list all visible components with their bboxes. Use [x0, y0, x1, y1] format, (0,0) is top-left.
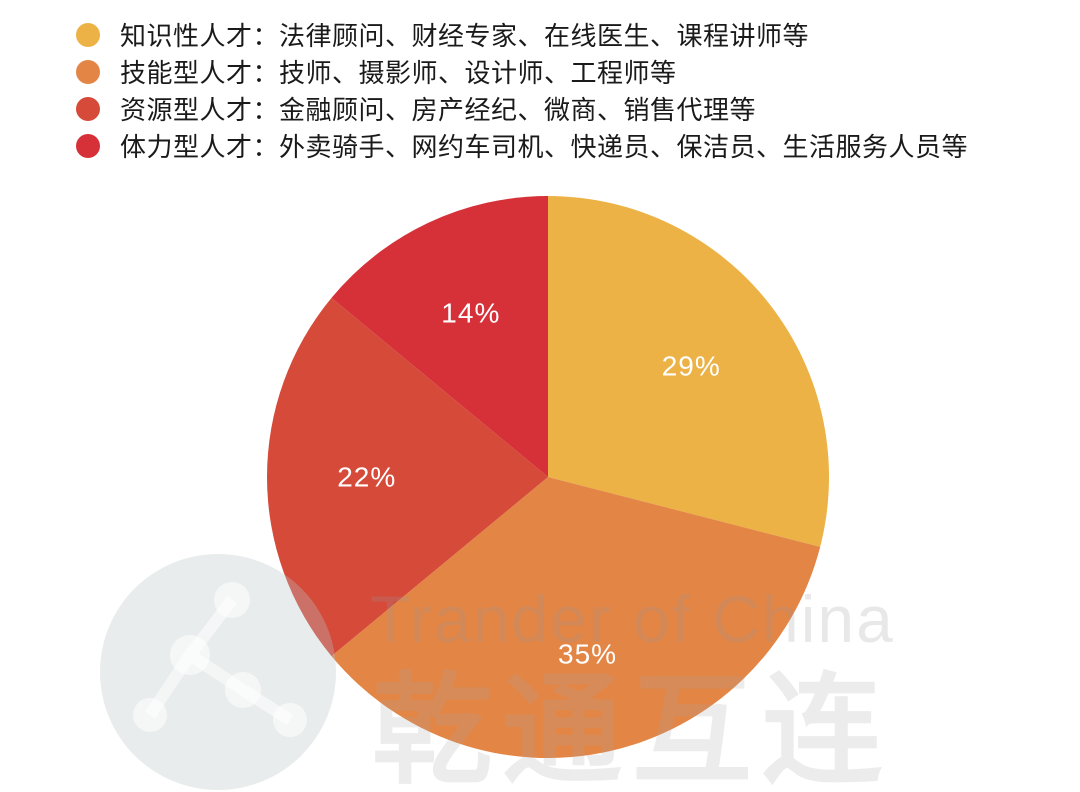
pie-slice-resource	[266, 297, 548, 657]
legend-item-knowledge: 知识性人才：法律顾问、财经专家、在线医生、课程讲师等	[76, 16, 1066, 53]
pie-slice-labor	[331, 196, 548, 477]
legend-label-resource: 资源型人才：金融顾问、房产经纪、微商、销售代理等	[120, 96, 757, 126]
legend-item-skill: 技能型人才：技师、摄影师、设计师、工程师等	[76, 53, 1066, 90]
watermark-text: Trander of China	[370, 582, 895, 656]
chart-legend: 知识性人才：法律顾问、财经专家、在线医生、课程讲师等 技能型人才：技师、摄影师、…	[76, 16, 1066, 164]
watermark: Trander of China 乾通互连	[100, 554, 895, 792]
watermark-brand: 乾通互连	[372, 662, 892, 792]
slice-label-resource: 22%	[337, 462, 396, 493]
pie-slices	[266, 196, 830, 758]
legend-label-labor: 体力型人才：外卖骑手、网约车司机、快递员、保洁员、生活服务人员等	[120, 133, 969, 163]
legend-dot-labor	[76, 133, 100, 158]
pie-slice-skill	[331, 477, 821, 758]
legend-dot-knowledge	[76, 22, 100, 47]
pie-slice-knowledge	[548, 196, 830, 547]
molecule-network-icon	[100, 554, 336, 790]
legend-dot-skill	[76, 59, 100, 84]
slice-label-skill: 35%	[558, 638, 617, 669]
legend-item-resource: 资源型人才：金融顾问、房产经纪、微商、销售代理等	[76, 90, 1066, 127]
slice-label-knowledge: 29%	[662, 350, 721, 381]
legend-item-labor: 体力型人才：外卖骑手、网约车司机、快递员、保洁员、生活服务人员等	[76, 127, 1066, 164]
legend-label-skill: 技能型人才：技师、摄影师、设计师、工程师等	[120, 59, 677, 89]
pie-slice-labels: 29% 35% 22% 14%	[337, 298, 721, 670]
legend-dot-resource	[76, 96, 100, 121]
legend-label-knowledge: 知识性人才：法律顾问、财经专家、在线医生、课程讲师等	[120, 22, 810, 52]
slice-label-labor: 14%	[441, 298, 500, 329]
